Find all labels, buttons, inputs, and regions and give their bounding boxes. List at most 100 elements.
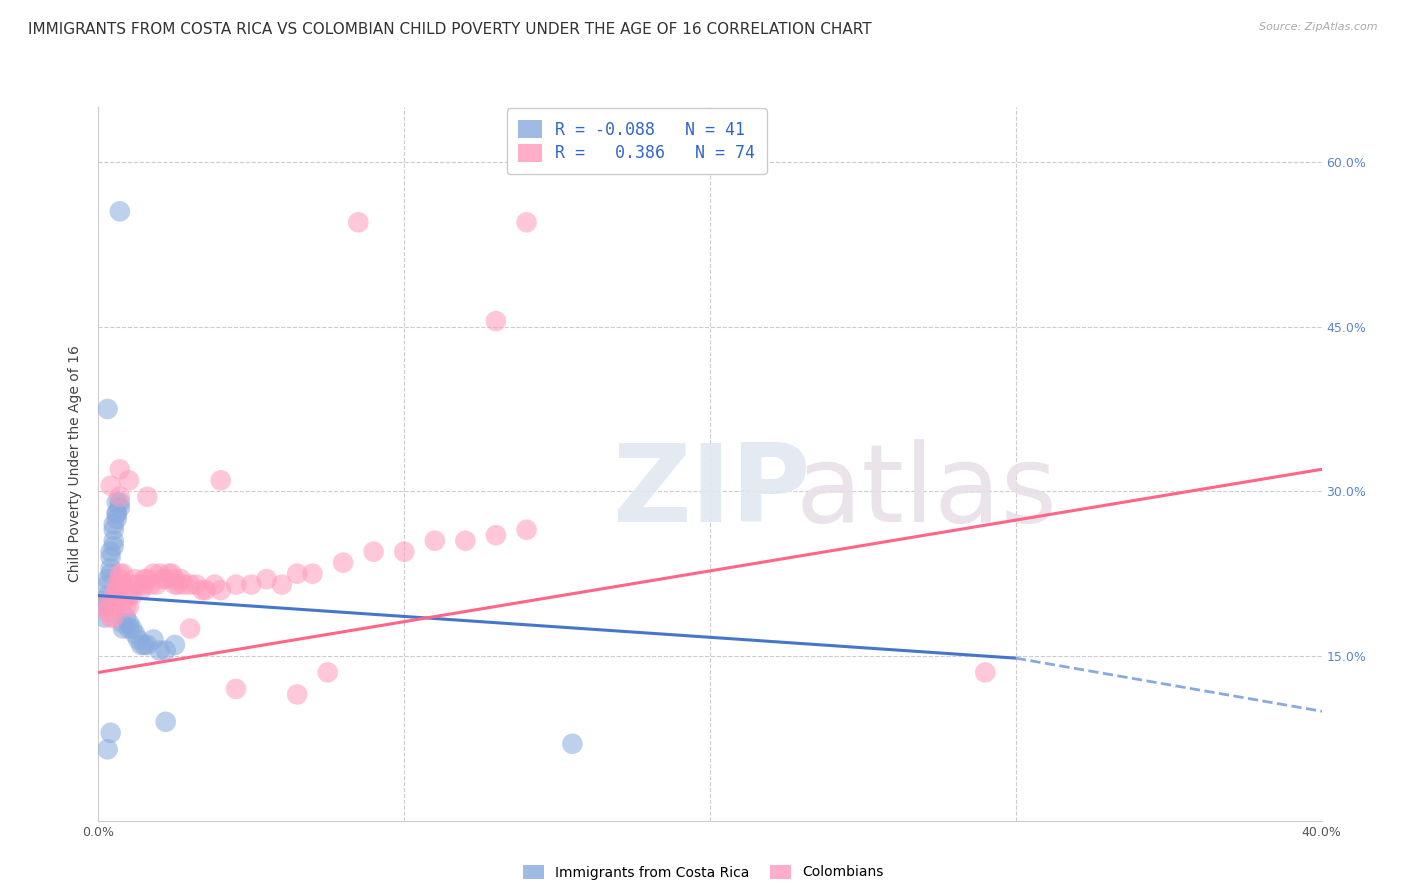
Point xyxy=(105,506,128,520)
Point xyxy=(103,589,125,603)
Point xyxy=(100,550,122,565)
Point xyxy=(316,665,339,680)
Point xyxy=(100,566,122,581)
Point xyxy=(191,583,214,598)
Point xyxy=(145,577,167,591)
Point xyxy=(111,615,134,630)
Legend: R = -0.088   N = 41, R =   0.386   N = 74: R = -0.088 N = 41, R = 0.386 N = 74 xyxy=(506,108,766,174)
Point xyxy=(97,577,120,591)
Point xyxy=(108,204,131,219)
Point xyxy=(163,577,186,591)
Point xyxy=(105,583,128,598)
Point xyxy=(100,610,122,624)
Point xyxy=(142,632,165,647)
Point xyxy=(103,517,125,532)
Point xyxy=(103,539,125,553)
Point xyxy=(118,615,141,630)
Point xyxy=(194,583,217,598)
Point xyxy=(136,572,159,586)
Point xyxy=(108,462,131,476)
Text: atlas: atlas xyxy=(796,440,1057,545)
Text: ZIP: ZIP xyxy=(612,440,811,545)
Point xyxy=(121,589,143,603)
Point xyxy=(173,577,195,591)
Point xyxy=(100,561,122,575)
Point xyxy=(204,577,226,591)
Point xyxy=(100,594,122,608)
Point xyxy=(100,726,122,740)
Point xyxy=(93,610,115,624)
Point xyxy=(163,572,186,586)
Point xyxy=(139,577,162,591)
Text: Source: ZipAtlas.com: Source: ZipAtlas.com xyxy=(1260,22,1378,32)
Point xyxy=(111,577,134,591)
Point xyxy=(108,500,131,515)
Point xyxy=(134,638,156,652)
Point xyxy=(100,479,122,493)
Point xyxy=(118,622,141,636)
Point xyxy=(127,577,149,591)
Point xyxy=(108,566,131,581)
Point xyxy=(105,512,128,526)
Point xyxy=(485,314,508,328)
Point xyxy=(516,215,538,229)
Point xyxy=(155,714,177,729)
Point xyxy=(136,638,159,652)
Point xyxy=(118,589,141,603)
Point xyxy=(127,632,149,647)
Point xyxy=(111,594,134,608)
Point xyxy=(93,599,115,614)
Point xyxy=(103,523,125,537)
Point xyxy=(108,490,131,504)
Point xyxy=(134,577,156,591)
Point xyxy=(136,490,159,504)
Point xyxy=(285,687,308,701)
Point xyxy=(115,610,138,624)
Point xyxy=(163,638,186,652)
Point xyxy=(103,599,125,614)
Point xyxy=(108,572,131,586)
Point xyxy=(149,566,172,581)
Point xyxy=(118,599,141,614)
Point xyxy=(485,528,508,542)
Point xyxy=(105,506,128,520)
Point xyxy=(332,556,354,570)
Point xyxy=(115,599,138,614)
Point xyxy=(209,473,232,487)
Point xyxy=(240,577,263,591)
Point xyxy=(270,577,292,591)
Legend: Immigrants from Costa Rica, Colombians: Immigrants from Costa Rica, Colombians xyxy=(517,859,889,885)
Point xyxy=(90,594,112,608)
Point xyxy=(155,643,177,657)
Point xyxy=(121,622,143,636)
Point xyxy=(108,495,131,509)
Point xyxy=(105,495,128,509)
Point xyxy=(105,594,128,608)
Point xyxy=(363,544,385,558)
Point xyxy=(225,577,247,591)
Point xyxy=(152,572,174,586)
Point xyxy=(111,566,134,581)
Point xyxy=(97,742,120,756)
Point xyxy=(285,566,308,581)
Point xyxy=(105,577,128,591)
Y-axis label: Child Poverty Under the Age of 16: Child Poverty Under the Age of 16 xyxy=(69,345,83,582)
Point xyxy=(209,583,232,598)
Point xyxy=(124,627,146,641)
Point xyxy=(423,533,446,548)
Point xyxy=(97,572,120,586)
Point xyxy=(124,577,146,591)
Point xyxy=(301,566,323,581)
Point xyxy=(124,572,146,586)
Point xyxy=(392,544,416,558)
Text: IMMIGRANTS FROM COSTA RICA VS COLOMBIAN CHILD POVERTY UNDER THE AGE OF 16 CORREL: IMMIGRANTS FROM COSTA RICA VS COLOMBIAN … xyxy=(28,22,872,37)
Point xyxy=(516,523,538,537)
Point xyxy=(186,577,208,591)
Point xyxy=(225,681,247,696)
Point xyxy=(167,577,190,591)
Point xyxy=(108,577,131,591)
Point xyxy=(103,610,125,624)
Point xyxy=(179,622,201,636)
Point xyxy=(100,544,122,558)
Point xyxy=(974,665,997,680)
